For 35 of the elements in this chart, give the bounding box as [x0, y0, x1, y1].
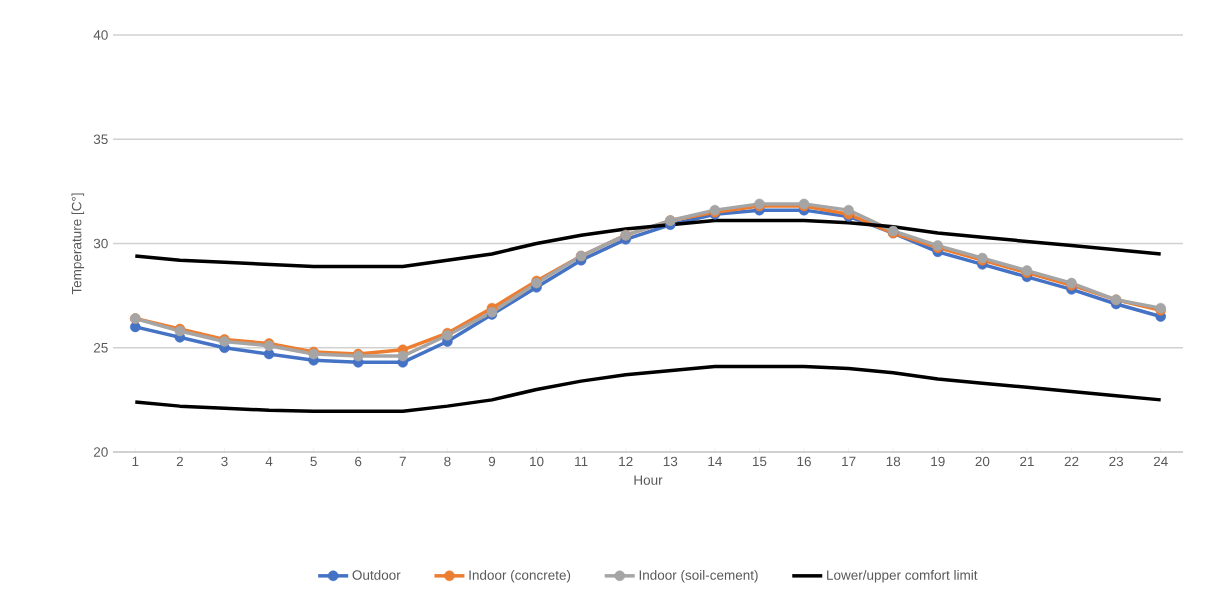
x-tick-label: 8: [444, 456, 451, 467]
x-tick-label: 9: [488, 456, 496, 467]
x-tick-label: 17: [842, 456, 856, 466]
x-tick-label: 16: [797, 456, 811, 467]
x-tick-label: 7: [399, 456, 406, 466]
legend-label: Lower/upper comfort limit: [827, 569, 978, 583]
x-tick-label: 2: [176, 456, 183, 467]
y-tick-label: 25: [93, 342, 108, 353]
y-tick-label: 40: [93, 30, 108, 40]
y-tick-label: 35: [93, 134, 108, 145]
legend-label: Outdoor: [352, 569, 401, 580]
x-tick-label: 20: [975, 456, 990, 467]
x-tick-label: 24: [1153, 456, 1168, 467]
x-tick-label: 21: [1020, 456, 1034, 467]
legend-label: Indoor (concrete): [469, 569, 571, 583]
y-tick-label: 20: [93, 447, 108, 457]
x-tick-label: 6: [355, 456, 362, 467]
y-tick-label: 30: [93, 238, 108, 249]
x-tick-label: 12: [619, 456, 633, 467]
x-axis-title: Hour: [634, 475, 663, 485]
x-tick-label: 11: [575, 456, 588, 466]
legend-label: Indoor (soil-cement): [639, 569, 758, 583]
x-tick-label: 18: [886, 456, 901, 467]
x-tick-label: 14: [708, 456, 722, 466]
x-tick-label: 13: [663, 456, 678, 467]
x-tick-label: 10: [530, 456, 544, 467]
x-tick-label: 19: [931, 456, 945, 467]
x-tick-label: 23: [1109, 456, 1124, 467]
x-tick-label: 3: [221, 456, 228, 467]
y-axis-title: Temperature [C°]: [71, 193, 85, 295]
x-tick-label: 22: [1064, 456, 1079, 467]
x-tick-label: 15: [752, 456, 767, 467]
x-tick-label: 5: [310, 456, 317, 467]
x-tick-label: 1: [132, 456, 139, 466]
x-tick-label: 4: [265, 456, 273, 466]
